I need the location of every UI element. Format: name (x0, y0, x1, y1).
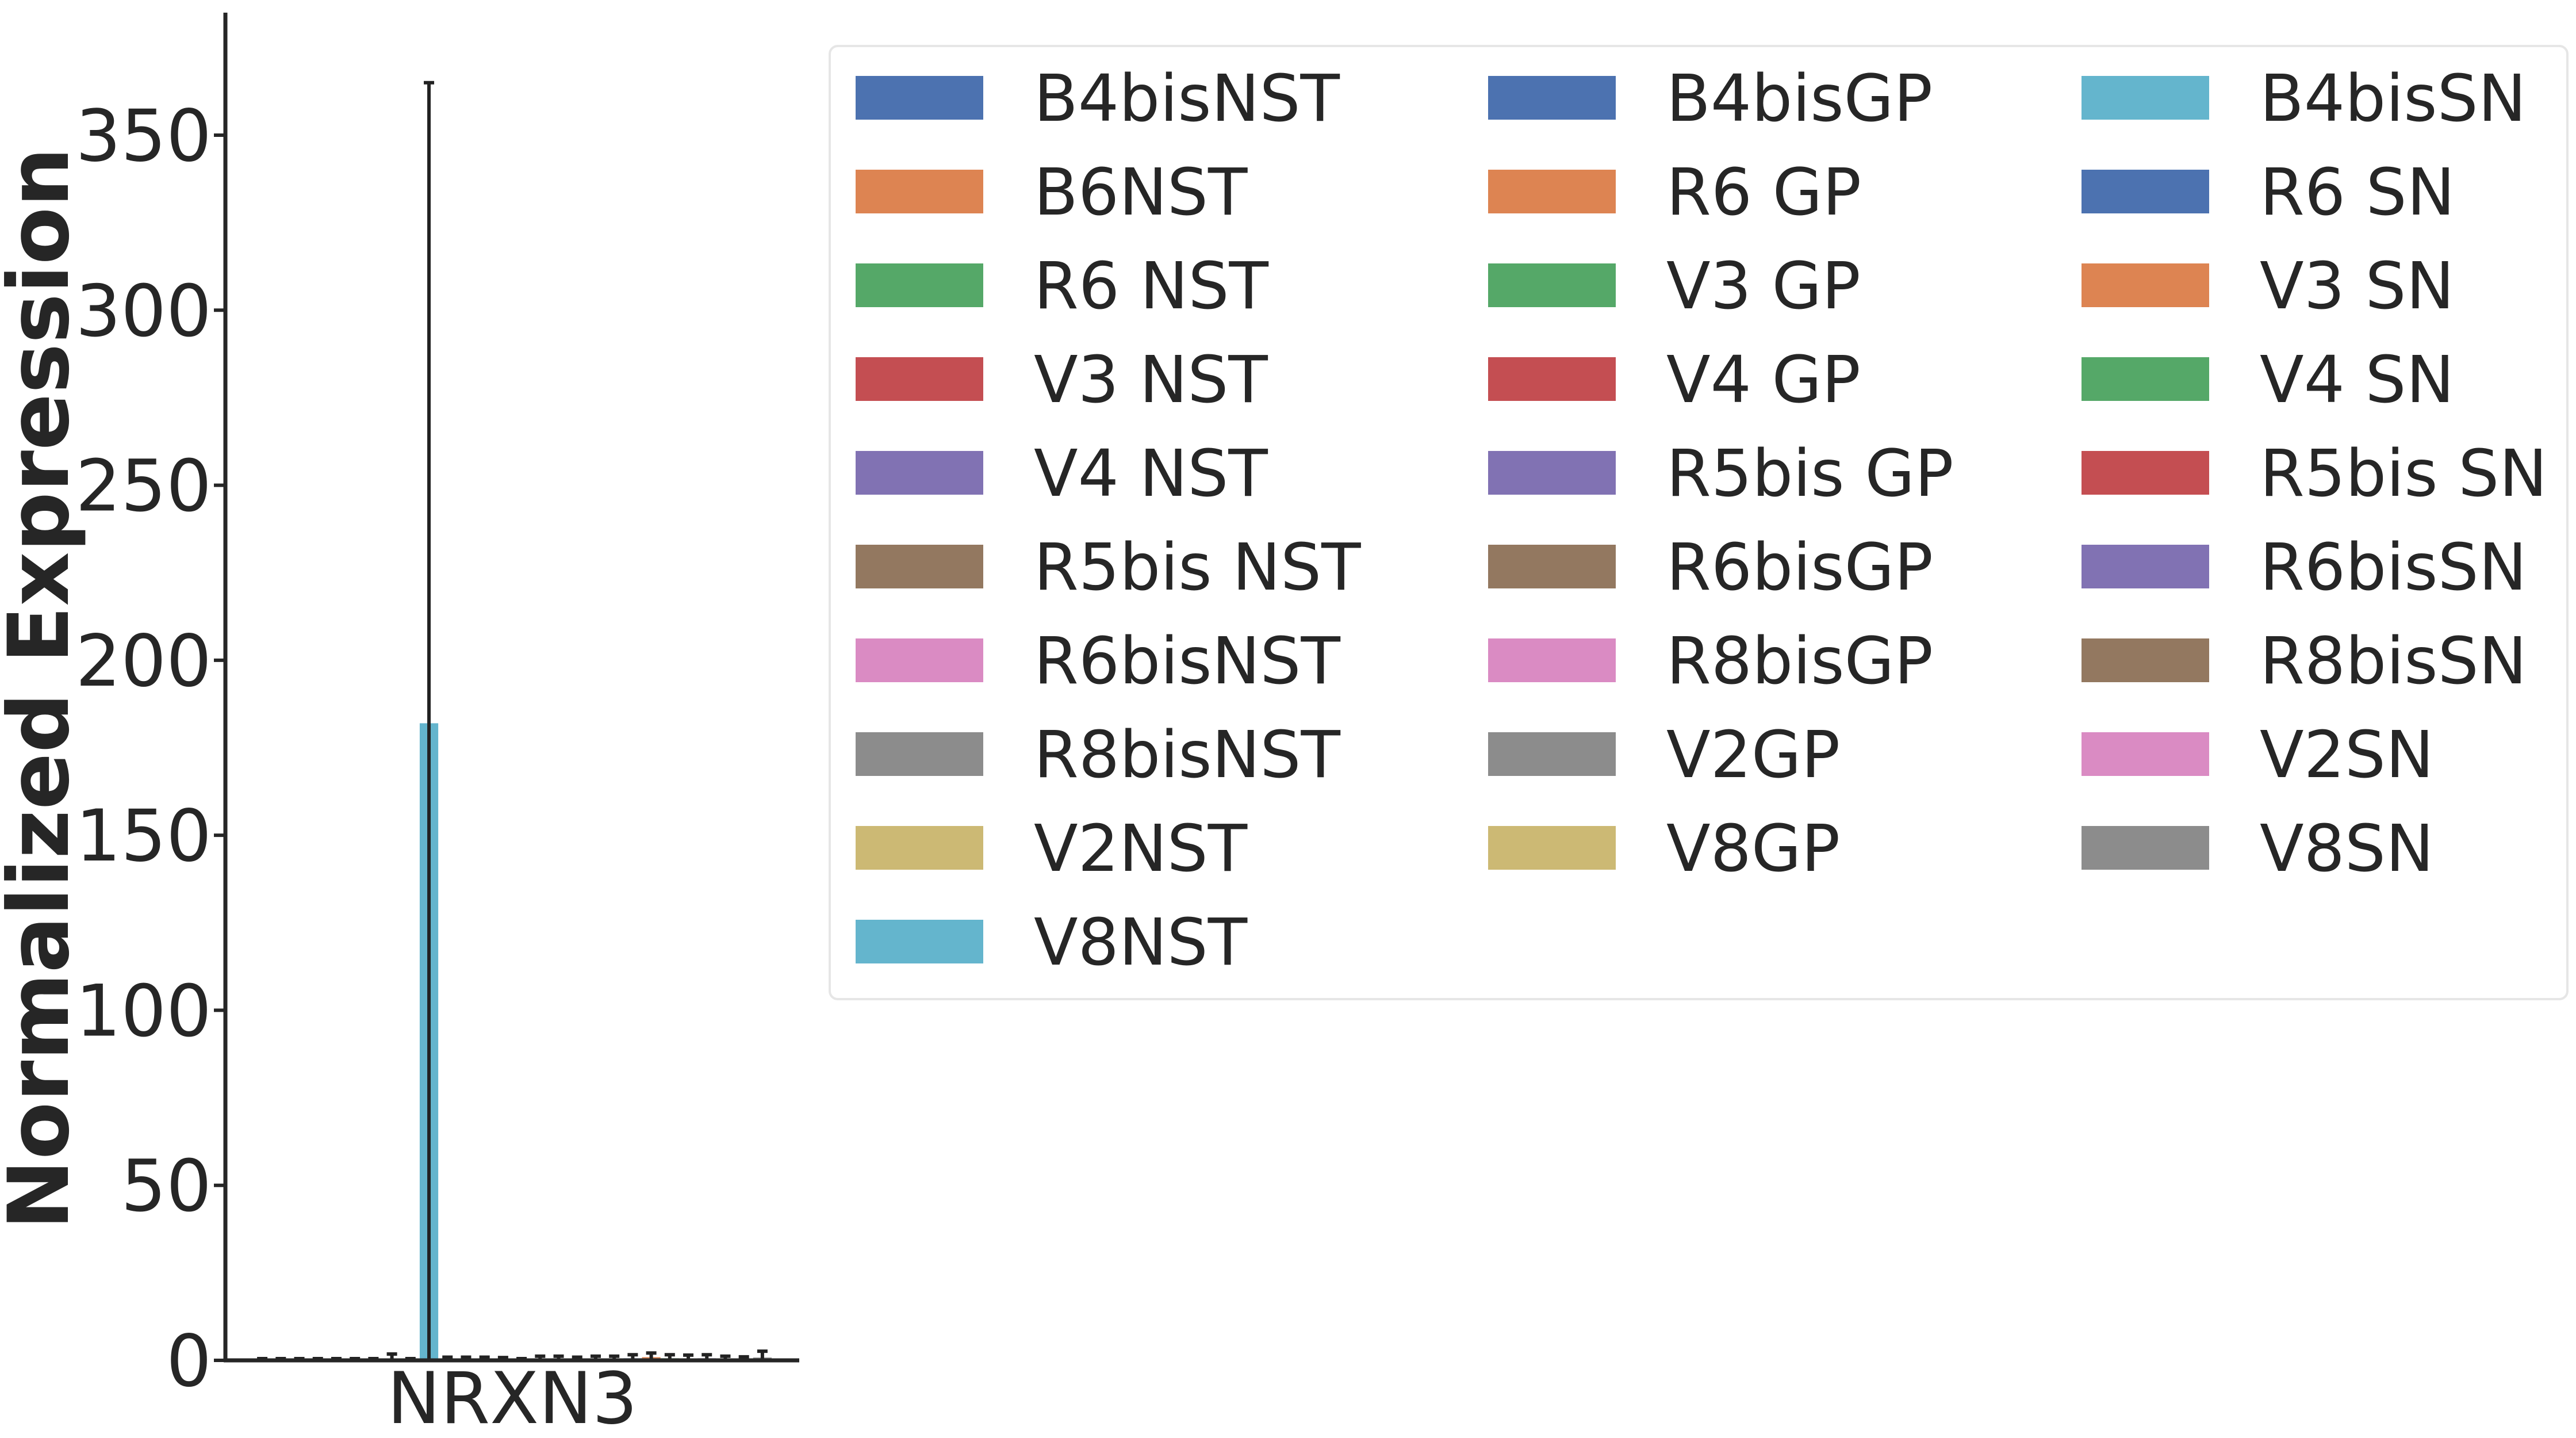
legend-label: V8GP (1666, 812, 1840, 886)
legend-label: V3 SN (2260, 249, 2454, 324)
legend-item: B6NST (856, 155, 1248, 230)
legend-label: B4bisNST (1034, 62, 1340, 136)
legend-swatch (1488, 76, 1616, 120)
y-tick-label: 350 (75, 95, 212, 178)
legend-item: R6 NST (856, 249, 1269, 324)
legend-label: V3 NST (1034, 343, 1268, 418)
x-ticks-group: NRXN3 (387, 1357, 638, 1438)
legend-label: B4bisGP (1666, 62, 1933, 136)
legend-item: B4bisSN (2082, 62, 2527, 136)
legend-swatch (2082, 638, 2209, 682)
legend-swatch (1488, 638, 1616, 682)
legend-swatch (1488, 170, 1616, 213)
legend-item: R6 SN (2082, 155, 2455, 230)
legend-item: R8bisGP (1488, 624, 1933, 699)
legend-label: V4 GP (1666, 343, 1861, 418)
y-tick-label: 150 (75, 795, 212, 878)
legend-label: V4 SN (2260, 343, 2454, 418)
y-axis-label: Normalized Expression (0, 147, 88, 1230)
legend-item: R6bisGP (1488, 530, 1933, 605)
legend-label: R8bisGP (1666, 624, 1933, 699)
y-tick-label: 0 (166, 1320, 212, 1403)
legend-swatch (1488, 357, 1616, 401)
legend-item: V3 SN (2082, 249, 2454, 324)
y-tick-label: 250 (75, 445, 212, 528)
legend-swatch (856, 170, 983, 213)
legend-label: B4bisSN (2260, 62, 2527, 136)
legend-item: R5bis NST (856, 530, 1361, 605)
y-tick-label: 300 (75, 270, 212, 353)
legend-label: V2GP (1666, 718, 1840, 793)
y-tick-label: 100 (75, 970, 212, 1053)
legend-label: R8bisNST (1034, 718, 1341, 793)
legend-swatch (856, 826, 983, 870)
legend-label: R6 NST (1034, 249, 1269, 324)
legend-item: V3 GP (1488, 249, 1861, 324)
legend-item: V4 GP (1488, 343, 1861, 418)
legend-item: V3 NST (856, 343, 1268, 418)
legend-item: V8GP (1488, 812, 1840, 886)
legend-label: R5bis SN (2260, 437, 2547, 511)
legend-item: V2GP (1488, 718, 1840, 793)
legend-label: R6 SN (2260, 155, 2455, 230)
legend-item: V4 NST (856, 437, 1268, 511)
legend-label: R6bisNST (1034, 624, 1341, 699)
legend-item: V2NST (856, 812, 1248, 886)
legend-swatch (856, 732, 983, 776)
legend-label: V8SN (2260, 812, 2434, 886)
y-tick-label: 200 (75, 620, 212, 703)
legend-swatch (1488, 263, 1616, 307)
legend-swatch (2082, 826, 2209, 870)
legend-label: R5bis GP (1666, 437, 1954, 511)
legend-label: R8bisSN (2260, 624, 2527, 699)
legend-item: V2SN (2082, 718, 2434, 793)
legend-swatch (2082, 732, 2209, 776)
legend-label: R6bisGP (1666, 530, 1933, 605)
legend-swatch (856, 545, 983, 588)
legend-swatch (856, 451, 983, 495)
legend-swatch (1488, 826, 1616, 870)
legend-label: V3 GP (1666, 249, 1861, 324)
legend-swatch (2082, 263, 2209, 307)
legend-item: B4bisGP (1488, 62, 1933, 136)
legend-label: B6NST (1034, 155, 1248, 230)
legend: B4bisNST B6NST R6 NST V3 NST V4 NST R5bis NST… (829, 45, 2569, 1000)
legend-swatch (856, 76, 983, 120)
y-tick-label: 50 (121, 1145, 212, 1228)
legend-swatch (1488, 732, 1616, 776)
x-tick-label: NRXN3 (387, 1357, 638, 1438)
legend-swatch (2082, 545, 2209, 588)
legend-item: R5bis SN (2082, 437, 2547, 511)
legend-label: V4 NST (1034, 437, 1268, 511)
legend-swatch (856, 263, 983, 307)
legend-swatch (2082, 76, 2209, 120)
legend-label: R6 GP (1666, 155, 1861, 230)
legend-swatch (2082, 451, 2209, 495)
legend-label: R6bisSN (2260, 530, 2527, 605)
legend-item: R6bisNST (856, 624, 1341, 699)
legend-item: V4 SN (2082, 343, 2454, 418)
legend-item: V8NST (856, 905, 1248, 980)
y-ticks-group: 0 50 100 150 200 250 300 350 (75, 95, 225, 1403)
legend-swatch (1488, 545, 1616, 588)
legend-item: R5bis GP (1488, 437, 1954, 511)
legend-swatch (856, 357, 983, 401)
legend-item: R6 GP (1488, 155, 1861, 230)
legend-label: V8NST (1034, 905, 1248, 980)
legend-label: V2SN (2260, 718, 2434, 793)
legend-swatch (2082, 357, 2209, 401)
legend-item: B4bisNST (856, 62, 1340, 136)
legend-item: R8bisNST (856, 718, 1341, 793)
legend-swatch (2082, 170, 2209, 213)
legend-item: R6bisSN (2082, 530, 2527, 605)
legend-swatch (1488, 451, 1616, 495)
legend-item: V8SN (2082, 812, 2434, 886)
legend-swatch (856, 638, 983, 682)
legend-swatch (856, 920, 983, 963)
legend-label: V2NST (1034, 812, 1248, 886)
legend-label: R5bis NST (1034, 530, 1361, 605)
legend-item: R8bisSN (2082, 624, 2527, 699)
axes-group (223, 13, 799, 1363)
